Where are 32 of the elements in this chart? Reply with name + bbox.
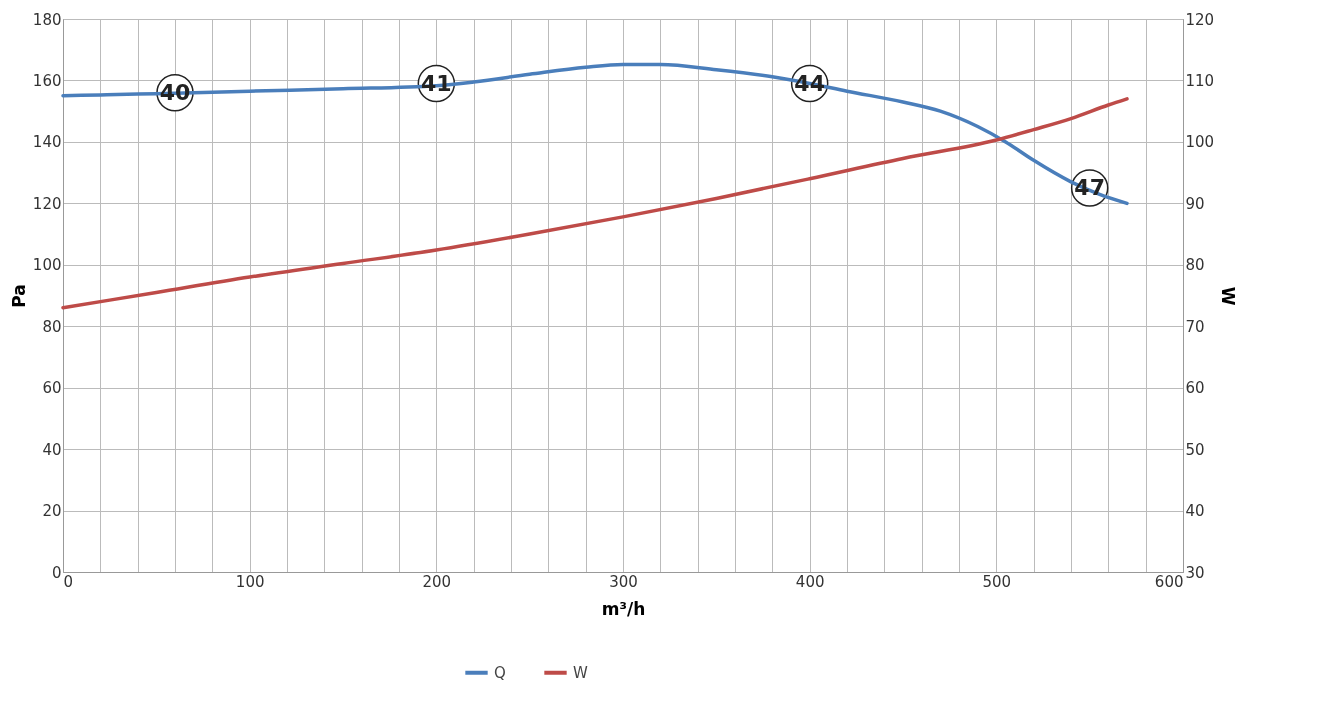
line-series [61,62,1129,206]
x-tick-label: 200 [422,572,452,591]
y2-tick-label: 100 [1185,133,1215,152]
y-tick-label: 160 [32,71,62,90]
legend-label: Q [494,663,506,682]
y2-tick-label: 50 [1185,440,1205,459]
y2-tick-label: 110 [1185,71,1215,90]
y-tick-label: 20 [42,502,62,521]
x-axis-title: m³/h [601,598,646,619]
y2-tick-label: 60 [1185,379,1205,398]
y2-tick-label: 30 [1185,563,1205,582]
x-tick-label: 300 [609,572,638,591]
y-axis-title: Pa [8,284,29,308]
y-tick-label: 120 [32,194,62,213]
y2-tick-label: 120 [1185,10,1215,29]
y-tick-label: 40 [42,440,62,459]
y2-tick-label: 80 [1185,256,1205,275]
y-tick-label: 80 [42,317,62,336]
y2-tick-label: 90 [1185,194,1205,213]
y2-axis-title: W [1218,286,1239,306]
x-tick-label: 500 [982,572,1012,591]
y2-tick-label: 40 [1185,502,1205,521]
x-tick-label: 600 [1154,572,1184,591]
legend-label: W [573,663,588,682]
y-tick-label: 60 [42,379,62,398]
y-tick-label: 180 [32,10,62,29]
y2-tick-label: 70 [1185,317,1205,336]
x-tick-label: 0 [63,572,74,591]
x-tick-label: 400 [795,572,825,591]
y-tick-label: 100 [32,256,62,275]
y-tick-label: 140 [32,133,62,152]
x-tick-label: 100 [235,572,265,591]
